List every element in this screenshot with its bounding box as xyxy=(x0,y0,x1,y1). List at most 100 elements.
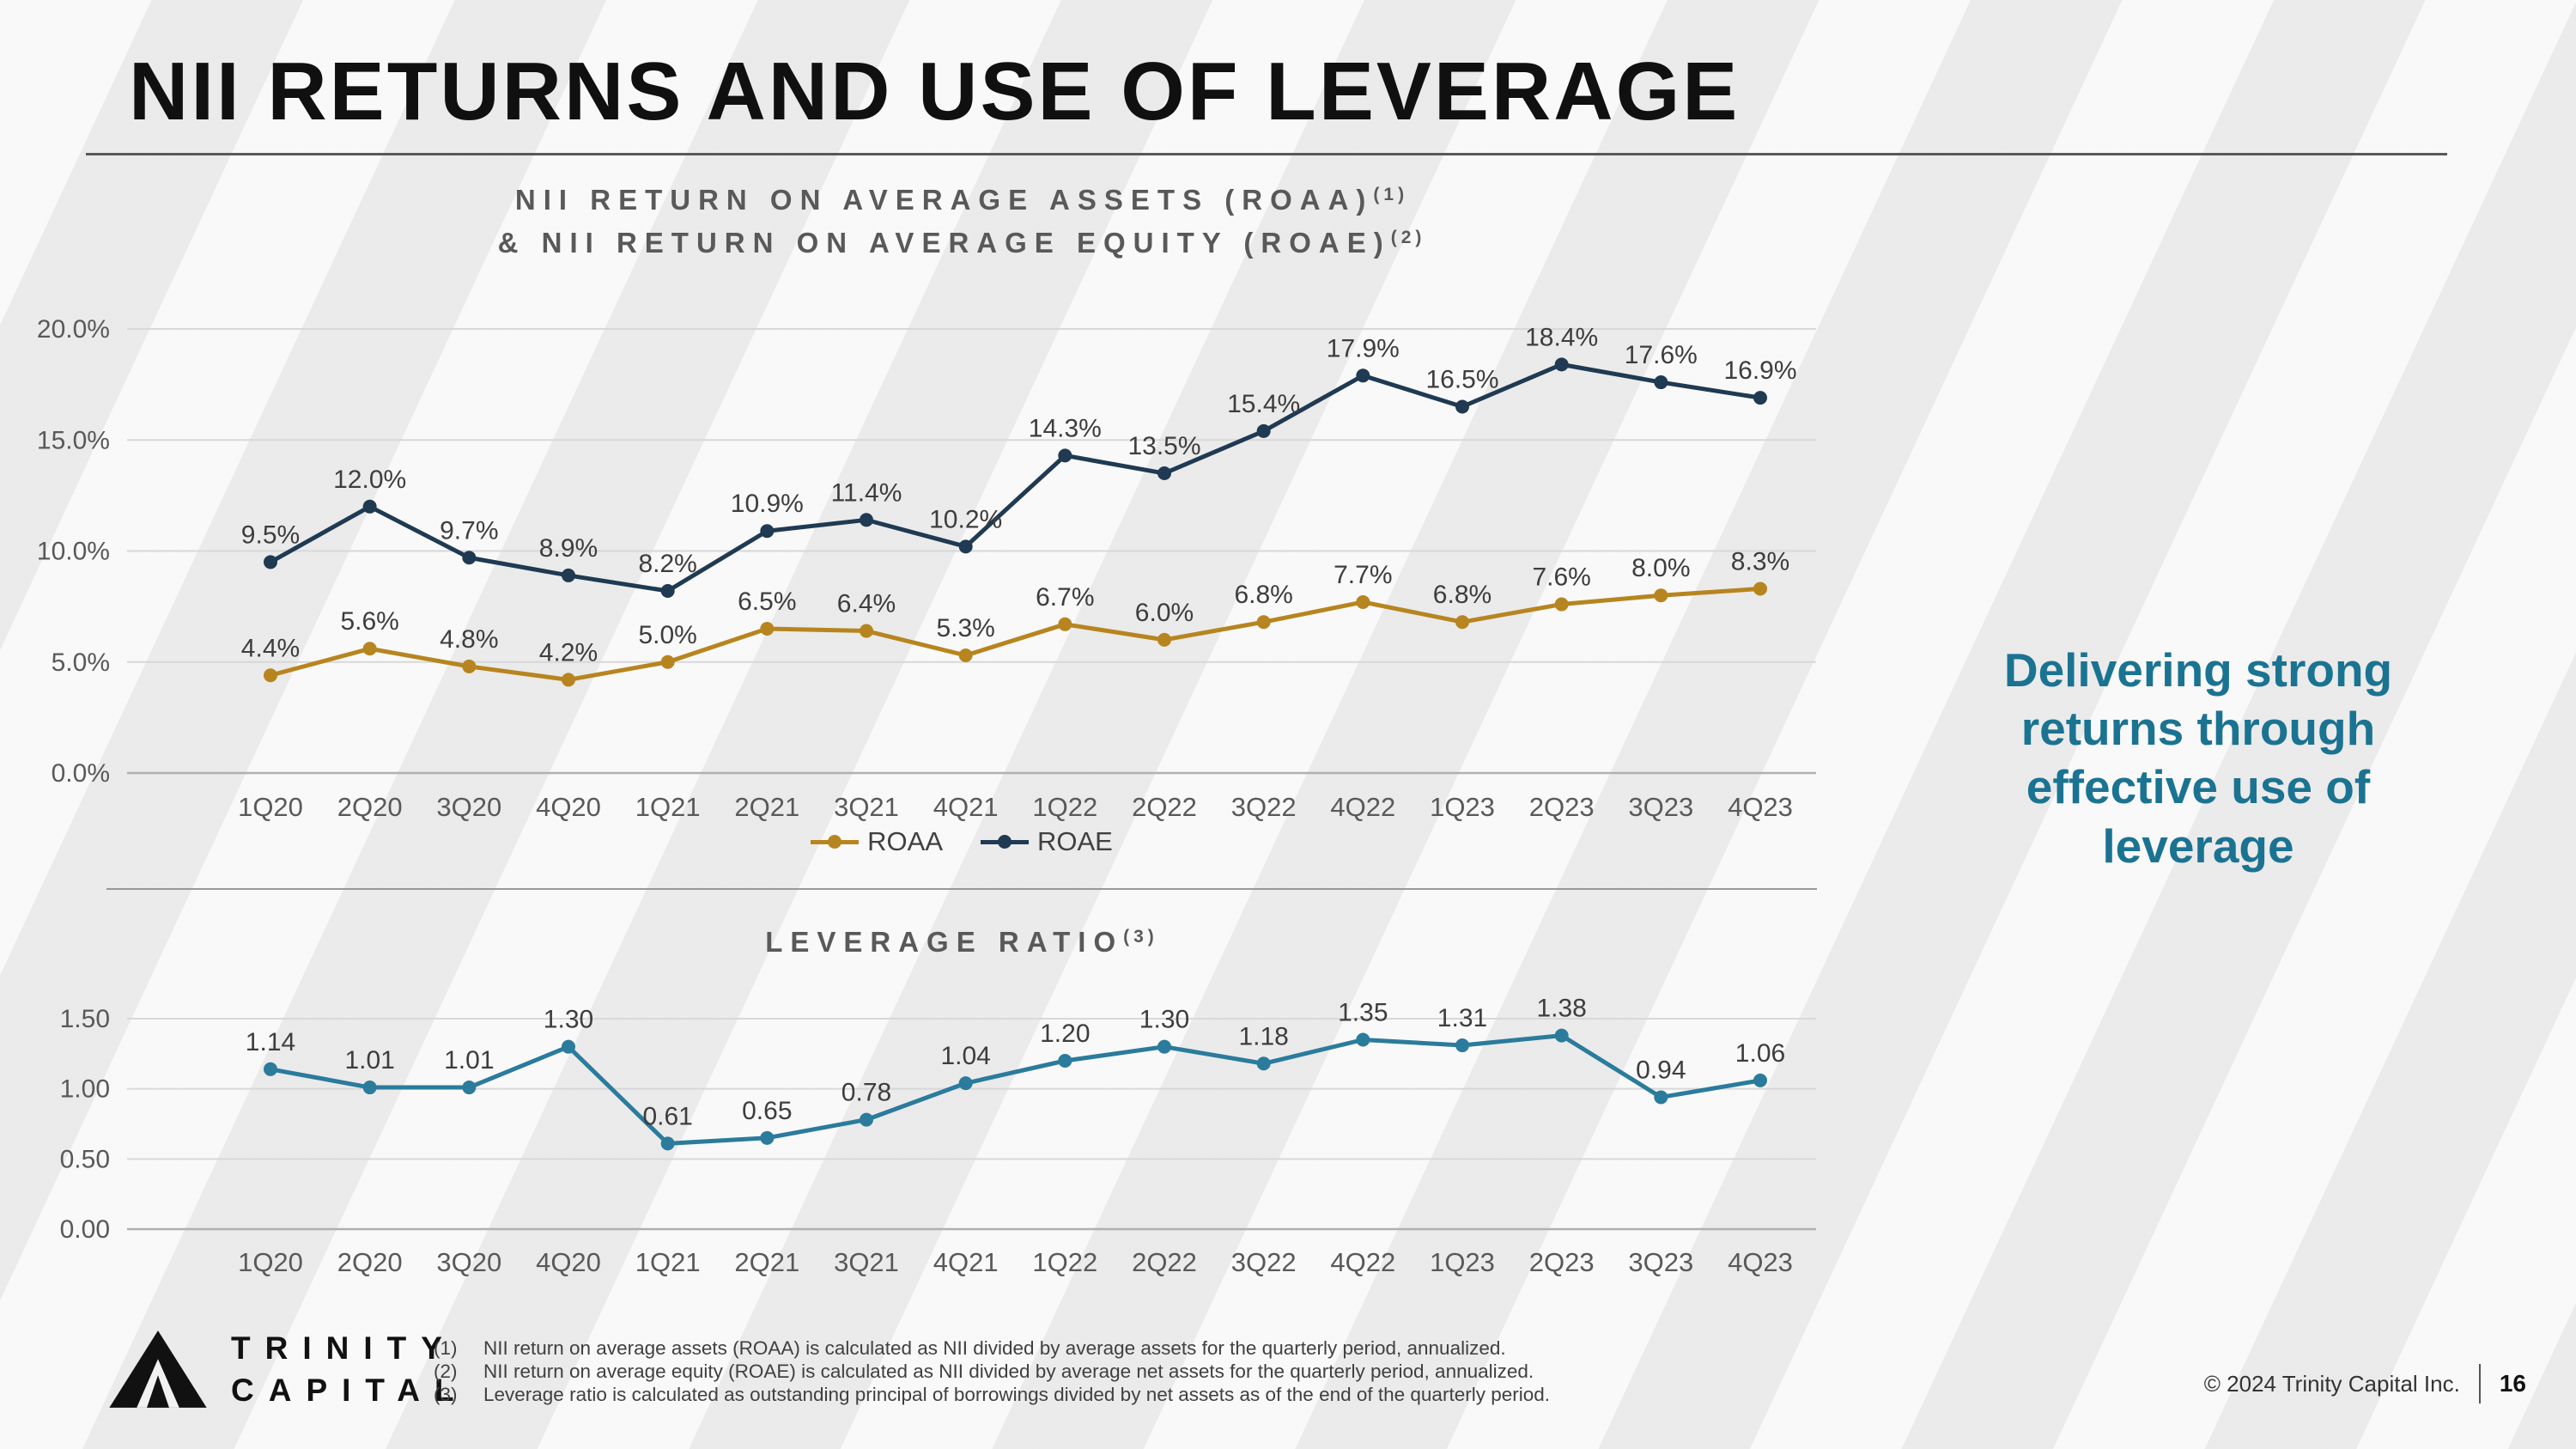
x-axis-label: 3Q22 xyxy=(1231,792,1297,822)
company-logo-text: TRINITY CAPITAL xyxy=(231,1327,469,1411)
x-axis-label: 2Q20 xyxy=(337,1247,403,1277)
data-label: 11.4% xyxy=(831,478,902,507)
x-axis-label: 2Q21 xyxy=(734,792,799,822)
y-axis-label: 0.50 xyxy=(60,1145,110,1173)
x-axis-label: 4Q20 xyxy=(536,792,601,822)
leverage-line-chart: 0.00 0.50 1.00 1.50 1Q20 2Q20 3Q20 4Q20 1Q21 2Q21… xyxy=(60,995,1816,1277)
data-point xyxy=(1058,1054,1072,1068)
x-axis-label: 3Q20 xyxy=(436,1247,501,1277)
x-axis-label: 4Q21 xyxy=(933,1247,999,1277)
data-label: 1.38 xyxy=(1536,995,1586,1023)
data-point xyxy=(760,1130,775,1145)
company-logo: TRINITY CAPITAL xyxy=(107,1327,469,1411)
x-axis-label: 3Q20 xyxy=(436,792,501,822)
roaa-roae-line-chart: 0.0% 5.0% 10.0% 15.0% 20.0% 1Q20 2Q20 3Q20 4Q20 1… xyxy=(37,315,1816,822)
legend-label-roaa: ROAA xyxy=(867,826,943,856)
data-point xyxy=(1455,1038,1469,1053)
chart2-title: LEVERAGE RATIO xyxy=(765,926,1124,958)
data-point xyxy=(660,1136,675,1151)
data-label: 0.94 xyxy=(1636,1056,1686,1084)
data-label: 1.14 xyxy=(246,1028,295,1056)
data-label: 0.78 xyxy=(841,1079,891,1107)
footnote-3: (3) Leverage ratio is calculated as outs… xyxy=(434,1383,1550,1406)
footnote-1-text: NII return on average assets (ROAA) is c… xyxy=(483,1337,1506,1359)
data-label: 6.4% xyxy=(837,590,896,618)
legend-item-roae: ROAE xyxy=(981,826,1113,857)
y-axis-label: 1.00 xyxy=(60,1075,110,1104)
data-point xyxy=(958,648,973,662)
data-label: 1.20 xyxy=(1040,1020,1090,1048)
data-label: 16.9% xyxy=(1723,356,1796,385)
data-point xyxy=(264,555,277,569)
data-point xyxy=(1554,357,1569,372)
x-axis-label: 2Q22 xyxy=(1132,1247,1197,1277)
roae-series-marker-icon xyxy=(981,835,1029,849)
data-label: 18.4% xyxy=(1525,323,1598,351)
data-point xyxy=(1256,423,1271,438)
footnote-ref-2: (2) xyxy=(1390,228,1426,247)
x-axis-label: 1Q20 xyxy=(238,792,303,822)
y-axis-label: 20.0% xyxy=(37,315,110,344)
data-point xyxy=(562,1039,575,1054)
data-point xyxy=(760,524,775,539)
data-point xyxy=(562,673,575,687)
data-point xyxy=(264,668,277,683)
footnote-3-text: Leverage ratio is calculated as outstand… xyxy=(483,1384,1550,1405)
y-axis-label: 0.00 xyxy=(60,1215,110,1244)
data-label: 1.35 xyxy=(1338,999,1388,1027)
x-axis-label: 2Q20 xyxy=(337,792,403,822)
footnote-ref-1: (1) xyxy=(1373,185,1409,204)
data-point xyxy=(1058,617,1072,631)
data-point xyxy=(660,584,675,599)
data-point xyxy=(860,513,873,527)
data-label: 6.7% xyxy=(1036,583,1094,612)
series-line-roae xyxy=(268,362,1763,594)
data-point xyxy=(958,539,973,554)
data-label: 5.0% xyxy=(638,621,696,649)
data-point xyxy=(1356,368,1370,383)
data-label: 9.7% xyxy=(440,516,498,545)
data-point xyxy=(462,1081,477,1095)
footnotes: (1) NII return on average assets (ROAA) … xyxy=(434,1336,1550,1406)
data-label: 1.18 xyxy=(1238,1022,1288,1050)
x-axis-label: 1Q23 xyxy=(1430,1247,1495,1277)
data-label: 1.01 xyxy=(444,1046,494,1075)
data-point xyxy=(1455,615,1469,630)
data-point xyxy=(362,499,377,514)
data-point xyxy=(462,551,477,565)
data-point xyxy=(1256,615,1271,630)
page-number-divider xyxy=(2478,1364,2481,1403)
leverage-chart-title: LEVERAGE RATIO(3) xyxy=(120,926,1803,959)
x-axis-label: 1Q21 xyxy=(635,792,701,822)
data-label: 12.0% xyxy=(333,466,406,494)
data-label: 1.31 xyxy=(1437,1004,1487,1032)
footnote-2-number: (2) xyxy=(434,1361,458,1382)
logo-line2: CAPITAL xyxy=(231,1373,469,1408)
data-label: 6.8% xyxy=(1234,581,1292,609)
data-label: 17.9% xyxy=(1327,334,1400,362)
x-axis-label: 4Q23 xyxy=(1728,1247,1793,1277)
data-label: 5.6% xyxy=(340,607,398,636)
y-axis-label: 5.0% xyxy=(52,648,110,677)
data-point xyxy=(462,659,477,673)
chart1-title-line1: NII RETURN ON AVERAGE ASSETS (ROAA) xyxy=(514,184,1374,216)
data-label: 0.65 xyxy=(742,1097,792,1125)
legend-item-roaa: ROAA xyxy=(811,826,943,857)
data-label: 8.2% xyxy=(638,550,696,578)
data-point xyxy=(1753,1073,1767,1087)
x-axis-label: 3Q21 xyxy=(834,792,899,822)
x-axis-label: 2Q21 xyxy=(734,1247,799,1277)
data-label: 8.3% xyxy=(1731,547,1789,575)
data-point xyxy=(1654,588,1668,603)
data-label: 16.5% xyxy=(1425,365,1498,393)
copyright-area: © 2024 Trinity Capital Inc. 16 xyxy=(2204,1364,2526,1403)
x-axis-label: 2Q23 xyxy=(1529,1247,1595,1277)
data-point xyxy=(958,1076,973,1091)
data-point xyxy=(362,1081,377,1095)
data-point xyxy=(760,621,775,636)
footnote-1-number: (1) xyxy=(434,1337,458,1359)
y-axis-label: 10.0% xyxy=(37,538,110,566)
data-label: 1.30 xyxy=(544,1006,593,1034)
copyright-text: © 2024 Trinity Capital Inc. xyxy=(2203,1370,2460,1397)
